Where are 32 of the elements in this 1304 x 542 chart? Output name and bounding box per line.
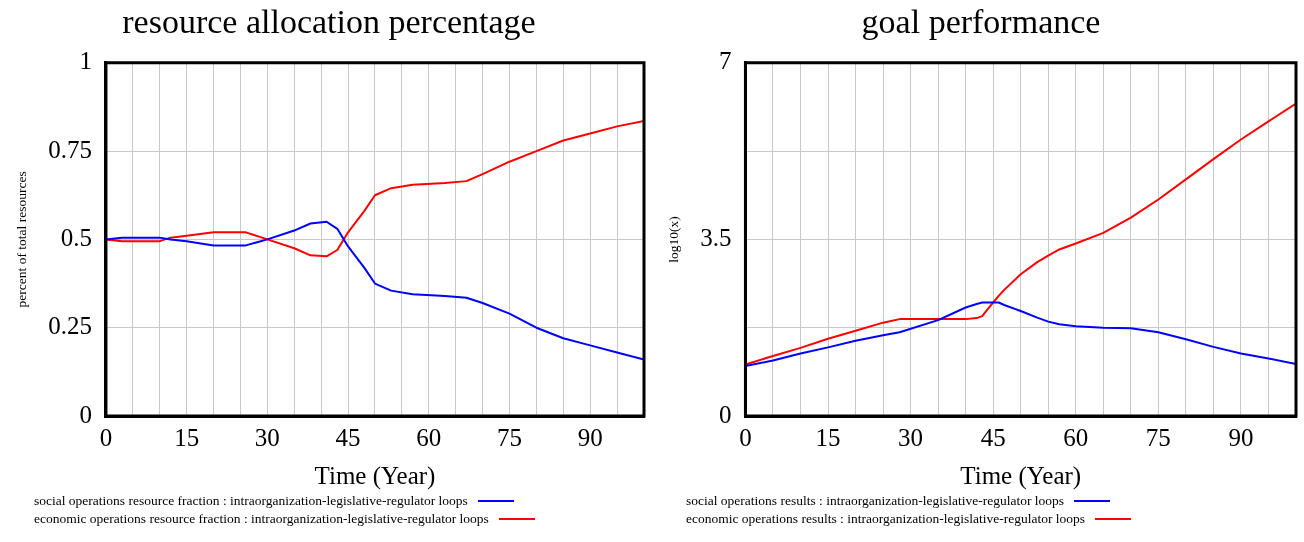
- legend-label: social operations results : intraorganization-legislative-regulator loops: [686, 492, 1065, 510]
- y-tick-label: 0.5: [60, 223, 92, 251]
- legend-label: economic operations results : intraorganization-legislative-regulator loops: [686, 510, 1086, 528]
- x-tick-label: 60: [1063, 423, 1089, 451]
- x-tick-label: 0: [739, 423, 752, 451]
- x-tick-label: 75: [1145, 423, 1171, 451]
- y-tick-label: 1: [79, 47, 92, 75]
- y-tick-label: 0.25: [48, 312, 92, 340]
- x-axis-title: Time (Year): [960, 461, 1082, 490]
- legend-label: economic operations resource fraction : intraorganization-legislative-regulator loops: [34, 510, 489, 528]
- x-tick-label: 30: [898, 423, 924, 451]
- x-axis-title: Time (Year): [314, 461, 436, 490]
- x-tick-label: 45: [335, 423, 361, 451]
- chart-title: resource allocation percentage: [122, 3, 536, 41]
- y-tick-label: 0: [79, 400, 92, 428]
- x-tick-label: 30: [254, 423, 280, 451]
- x-tick-label: 0: [99, 423, 113, 451]
- chart-title: goal performance: [861, 3, 1101, 41]
- y-axis-title: log10(x): [665, 216, 681, 263]
- x-tick-label: 15: [815, 423, 841, 451]
- x-tick-label: 90: [577, 423, 603, 451]
- y-axis-title: percent of total resources: [13, 171, 29, 308]
- legend-label: social operations resource fraction : intraorganization-legislative-regulator loops: [34, 492, 468, 510]
- x-tick-label: 90: [1228, 423, 1254, 451]
- x-tick-label: 45: [980, 423, 1006, 451]
- y-tick-label: 0: [718, 400, 732, 428]
- y-tick-label: 7: [718, 47, 732, 75]
- x-tick-label: 75: [496, 423, 522, 451]
- y-tick-label: 0.75: [48, 135, 92, 163]
- x-tick-label: 15: [174, 423, 200, 451]
- y-tick-label: 3.5: [700, 223, 732, 251]
- x-tick-label: 60: [416, 423, 442, 451]
